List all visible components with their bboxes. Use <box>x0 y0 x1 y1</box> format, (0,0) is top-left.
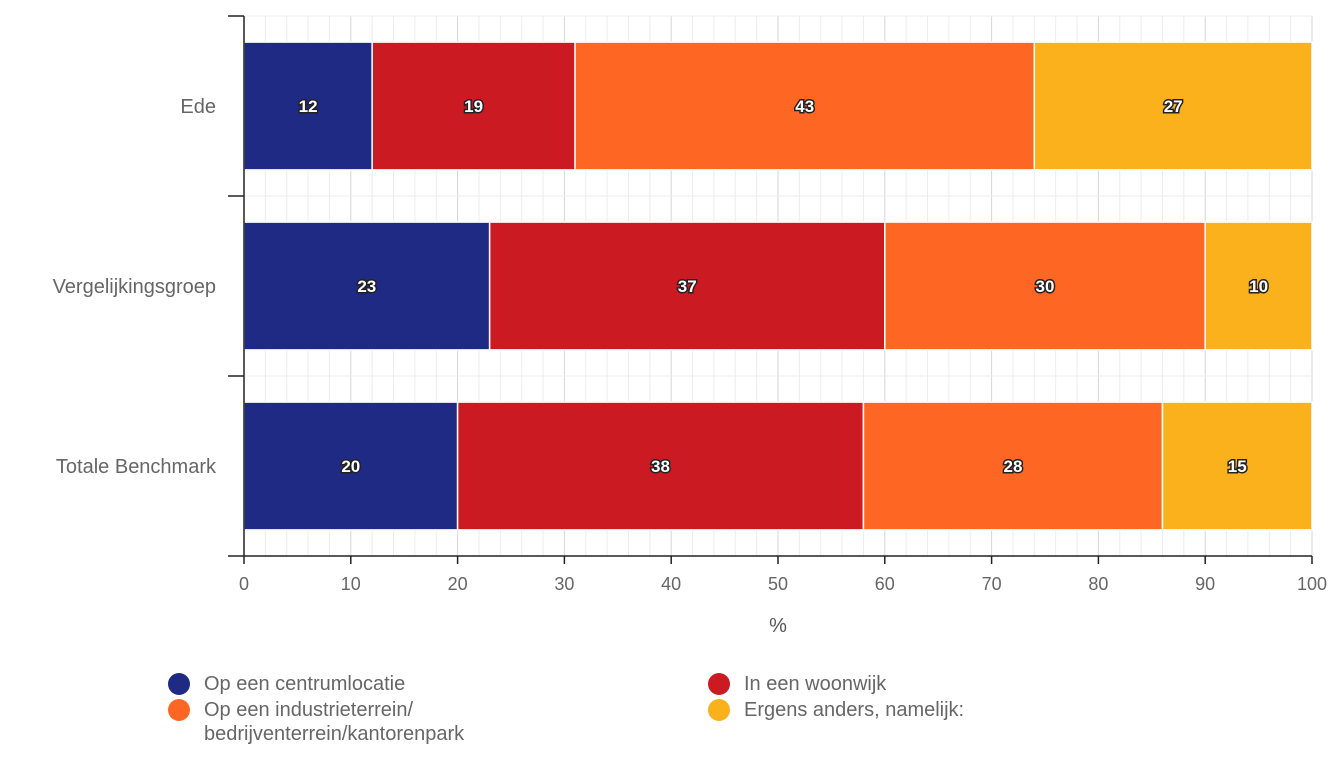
x-tick-label-7: 70 <box>982 574 1002 594</box>
legend-item-series-0[interactable]: Op een centrumlocatie <box>168 672 708 696</box>
legend-item-series-2[interactable]: Op een industrieterrein/ bedrijventerrei… <box>168 698 708 746</box>
bar-2-0[interactable] <box>243 401 459 531</box>
x-tick-label-9: 90 <box>1195 574 1215 594</box>
x-tick-label-8: 80 <box>1088 574 1108 594</box>
legend-item-series-1[interactable]: In een woonwijk <box>708 672 1068 696</box>
stacked-bar-chart: 0 10 20 30 40 50 60 70 80 90 100 12 19 43 27 Ede 23 37 30… <box>53 15 1327 637</box>
axes: 0 10 20 30 40 50 60 70 80 90 100 <box>228 15 1327 594</box>
category-label-2: Totale Benchmark <box>56 456 217 478</box>
data-label-2-3: 15 <box>1228 457 1247 476</box>
x-tick-label-0: 0 <box>239 574 249 594</box>
legend-marker-series-3 <box>708 699 730 721</box>
bar-0-2[interactable] <box>574 41 1036 171</box>
x-tick-label-10: 100 <box>1297 574 1327 594</box>
data-label-0-0: 12 <box>299 97 318 116</box>
bar-1-2[interactable] <box>884 221 1206 351</box>
data-label-1-0: 23 <box>357 277 376 296</box>
x-tick-label-1: 10 <box>341 574 361 594</box>
data-label-0-3: 27 <box>1164 97 1183 116</box>
bar-1-1[interactable] <box>488 221 886 351</box>
legend-label-series-2: Op een industrieterrein/ bedrijventerrei… <box>204 699 465 745</box>
x-tick-label-5: 50 <box>768 574 788 594</box>
legend-label-series-3: Ergens anders, namelijk: <box>744 699 965 721</box>
legend-item-series-3[interactable]: Ergens anders, namelijk: <box>708 698 1068 746</box>
legend-marker-series-0 <box>168 673 190 695</box>
labels: 12 19 43 27 Ede 23 37 30 10 Vergelijkingsgroep 20 3… <box>53 96 1270 479</box>
x-tick-label-4: 40 <box>661 574 681 594</box>
x-tick-label-6: 60 <box>875 574 895 594</box>
data-label-1-3: 10 <box>1249 277 1268 296</box>
legend-marker-series-1 <box>708 673 730 695</box>
bar-1-0[interactable] <box>243 221 491 351</box>
data-label-2-2: 28 <box>1003 457 1022 476</box>
bar-0-3[interactable] <box>1033 41 1313 171</box>
bar-0-1[interactable] <box>371 41 576 171</box>
legend-label-series-0: Op een centrumlocatie <box>204 673 406 695</box>
category-label-1: Vergelijkingsgroep <box>53 276 216 298</box>
data-label-0-2: 43 <box>795 97 814 116</box>
data-label-1-2: 30 <box>1036 277 1055 296</box>
bars <box>243 41 1313 531</box>
data-label-2-0: 20 <box>341 457 360 476</box>
legend-label-series-1: In een woonwijk <box>744 673 887 695</box>
x-tick-label-3: 30 <box>554 574 574 594</box>
x-tick-label-2: 20 <box>448 574 468 594</box>
x-axis-title: % <box>769 615 787 637</box>
legend-marker-series-2 <box>168 699 190 721</box>
bar-1-3[interactable] <box>1204 221 1313 351</box>
bar-2-1[interactable] <box>456 401 865 531</box>
category-label-0: Ede <box>180 96 216 118</box>
data-label-1-1: 37 <box>678 277 697 296</box>
bar-0-0[interactable] <box>243 41 373 171</box>
data-label-0-1: 19 <box>464 97 483 116</box>
data-label-2-1: 38 <box>651 457 670 476</box>
legend: Op een centrumlocatie In een woonwijk Op… <box>168 672 1068 746</box>
bar-2-3[interactable] <box>1161 401 1313 531</box>
bar-2-2[interactable] <box>862 401 1164 531</box>
